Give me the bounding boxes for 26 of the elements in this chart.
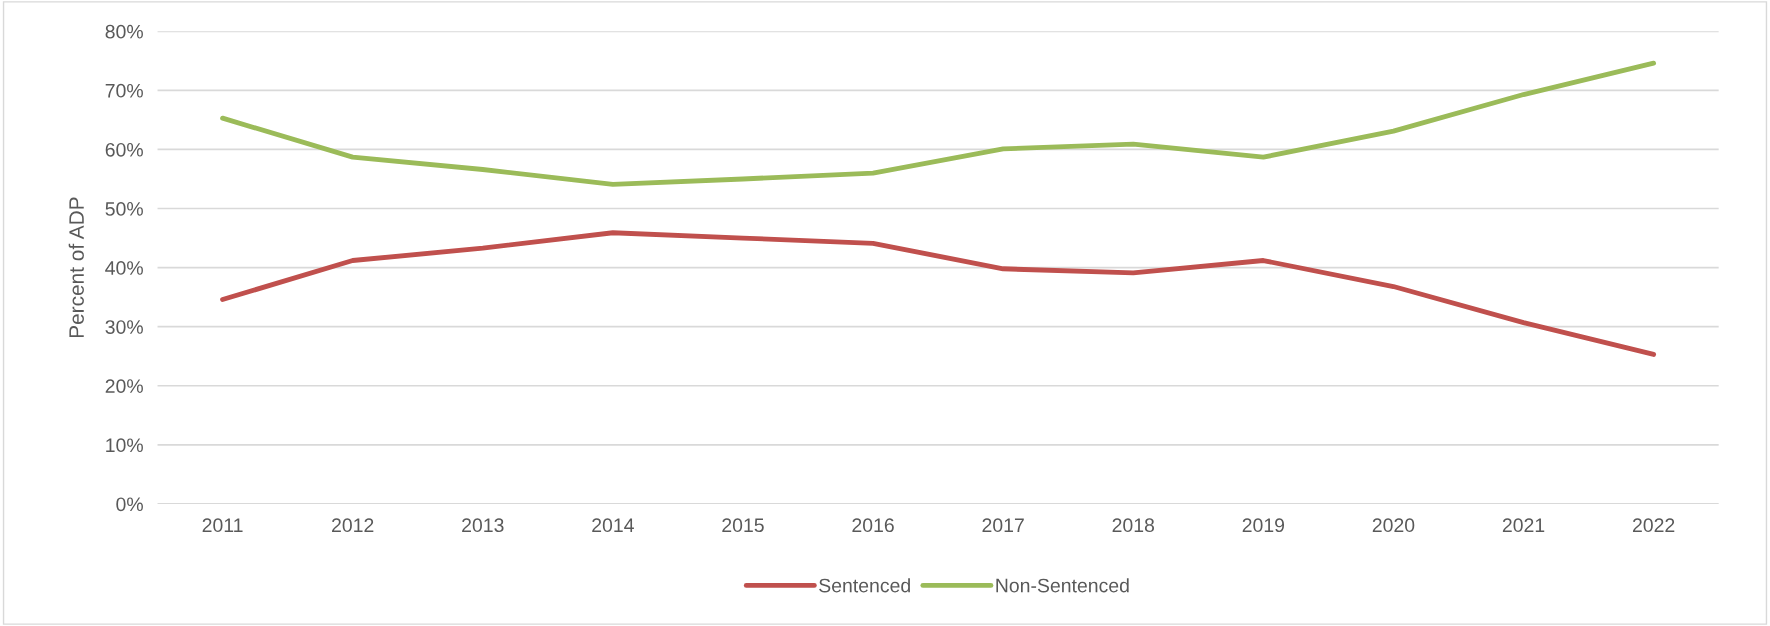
y-tick-label: 40%	[105, 261, 143, 275]
x-tick-label: 2016	[852, 518, 894, 533]
y-tick-label: 30%	[105, 320, 143, 334]
legend-label: Non-Sentenced	[996, 578, 1129, 593]
legend-label: Sentenced	[819, 578, 910, 593]
y-tick-label: 10%	[106, 438, 143, 453]
x-tick-label: 2020	[1372, 518, 1415, 533]
y-tick-label: 50%	[105, 202, 143, 216]
x-tick-label: 2011	[202, 518, 243, 533]
x-tick-label: 2013	[462, 518, 504, 533]
x-tick-label: 2014	[592, 518, 634, 533]
x-tick-label: 2019	[1242, 518, 1285, 533]
line-series	[220, 60, 1657, 187]
x-tick-label: 2017	[982, 518, 1024, 533]
y-tick-label: 80%	[105, 24, 143, 39]
line-series	[220, 230, 1657, 357]
x-tick-label: 2015	[722, 518, 764, 533]
y-tick-label: 70%	[105, 83, 143, 98]
x-tick-label: 2021	[1502, 518, 1545, 533]
x-tick-label: 2018	[1112, 518, 1155, 533]
y-tick-label: 20%	[105, 379, 143, 394]
y-axis-title: Percent of ADP	[68, 197, 84, 338]
x-tick-label: 2022	[1632, 518, 1675, 533]
x-tick-label: 2012	[332, 518, 374, 533]
y-tick-label: 0%	[116, 497, 143, 512]
y-tick-label: 60%	[105, 142, 143, 157]
